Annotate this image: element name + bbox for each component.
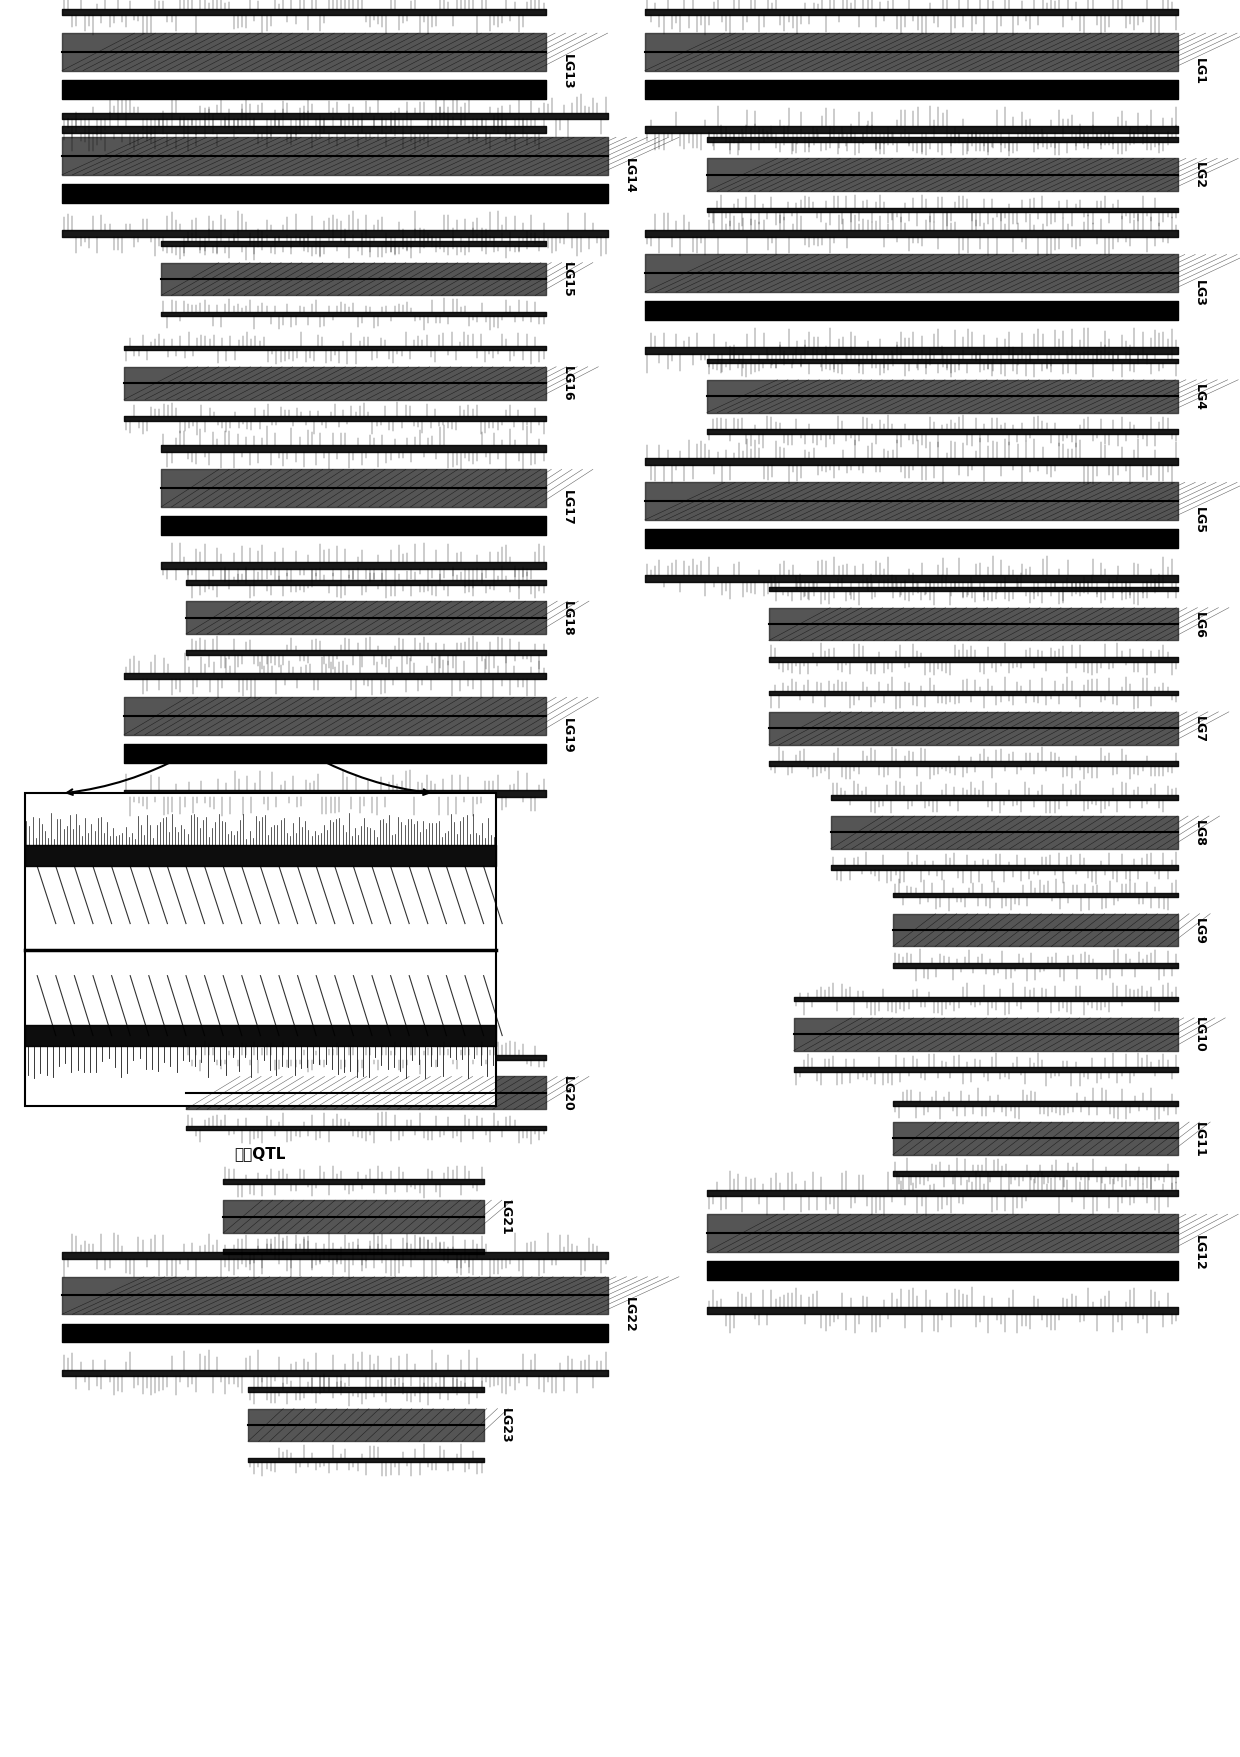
Text: LG22: LG22 <box>622 1297 635 1332</box>
Text: LG1: LG1 <box>1193 58 1205 84</box>
Text: LG17: LG17 <box>560 490 573 525</box>
Text: LG13: LG13 <box>560 54 573 90</box>
Text: LG12: LG12 <box>1193 1233 1205 1270</box>
Text: LG4: LG4 <box>1193 383 1205 411</box>
Text: LG8: LG8 <box>1193 819 1205 847</box>
Text: LG3: LG3 <box>1193 279 1205 306</box>
Text: 标记QTL: 标记QTL <box>234 1146 286 1161</box>
Text: LG7: LG7 <box>1193 715 1205 741</box>
Text: LG18: LG18 <box>560 601 573 636</box>
Text: LG10: LG10 <box>1193 1017 1205 1052</box>
Text: LG14: LG14 <box>622 158 635 193</box>
Text: LG21: LG21 <box>498 1198 511 1235</box>
Text: LG20: LG20 <box>560 1075 573 1110</box>
Text: LG11: LG11 <box>1193 1121 1205 1156</box>
Text: LG23: LG23 <box>498 1407 511 1442</box>
Text: LG19: LG19 <box>560 717 573 754</box>
Text: LG16: LG16 <box>560 365 573 402</box>
Text: LG9: LG9 <box>1193 917 1205 944</box>
Text: LG2: LG2 <box>1193 162 1205 190</box>
Text: LG15: LG15 <box>560 262 573 297</box>
Bar <box>25 794 496 1107</box>
Text: LG6: LG6 <box>1193 611 1205 638</box>
Text: LG5: LG5 <box>1193 508 1205 534</box>
